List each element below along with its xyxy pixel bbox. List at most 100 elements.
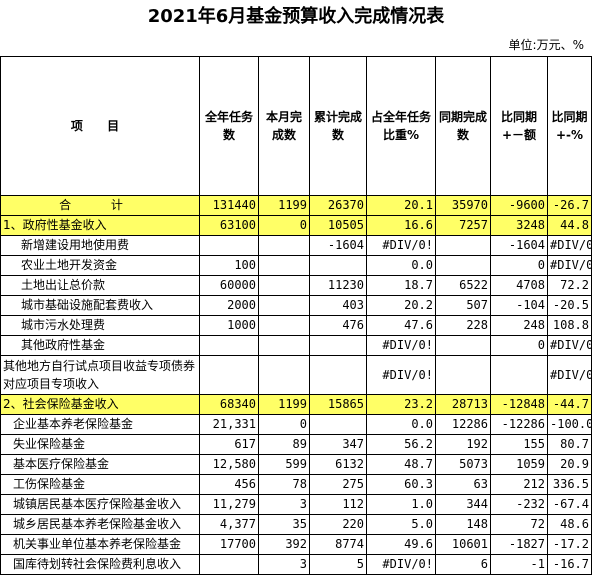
table-body: 合 计 131440 1199 26370 20.1 35970 -9600 -26.7 1、政… (0, 195, 592, 575)
row-name-cell: 城镇居民基本医疗保险基金收入 (0, 494, 200, 515)
cell-cum: 5 (309, 554, 367, 575)
cell-diff: -9600 (490, 195, 548, 216)
cell-pct: 48.7 (366, 454, 436, 475)
cell-pct: 5.0 (366, 514, 436, 535)
cell-prev: 10601 (435, 534, 491, 555)
cell-prev: 7257 (435, 215, 491, 236)
cell-month (258, 295, 310, 316)
table-row: 失业保险基金 617 89 347 56.2 192 155 80.7 (0, 434, 592, 455)
cell-annual: 11,279 (199, 494, 259, 515)
table-row: 其他地方自行试点项目收益专项债券对应项目专项收入 #DIV/0! #DIV/0! (0, 355, 592, 395)
row-name-cell: 其他政府性基金 (0, 335, 200, 356)
cell-prev: 35970 (435, 195, 491, 216)
cell-diff: -12848 (490, 394, 548, 415)
cell-diff: -104 (490, 295, 548, 316)
table-row: 企业基本养老保险基金 21,331 0 0.0 12286 -12286 -100.0 (0, 414, 592, 435)
cell-pct: 1.0 (366, 494, 436, 515)
cell-ratio: #DIV/0! (547, 355, 592, 395)
cell-month (258, 255, 310, 276)
cell-prev (435, 235, 491, 256)
cell-month: 3 (258, 554, 310, 575)
cell-month (258, 355, 310, 395)
table-row: 工伤保险基金 456 78 275 60.3 63 212 336.5 (0, 474, 592, 495)
row-name-cell: 新增建设用地使用费 (0, 235, 200, 256)
cell-prev (435, 255, 491, 276)
cell-prev: 12286 (435, 414, 491, 435)
header-percent: 占全年任务比重% (366, 56, 436, 196)
cell-annual: 60000 (199, 275, 259, 296)
unit-label: 单位:万元、% (508, 38, 584, 52)
cell-month: 3 (258, 494, 310, 515)
cell-prev (435, 355, 491, 395)
cell-prev: 5073 (435, 454, 491, 475)
cell-month (258, 315, 310, 336)
cell-diff: 3248 (490, 215, 548, 236)
header-ratio: 比同期+-% (547, 56, 592, 196)
cell-month: 89 (258, 434, 310, 455)
cell-prev: 228 (435, 315, 491, 336)
cell-pct: 20.2 (366, 295, 436, 316)
table-row: 2、社会保险基金收入 68340 1199 15865 23.2 28713 -12848-… (0, 394, 592, 415)
cell-pct: 60.3 (366, 474, 436, 495)
cell-cum: 275 (309, 474, 367, 495)
cell-ratio: 48.6 (547, 514, 592, 535)
cell-diff: -1 (490, 554, 548, 575)
header-row: 项 目 全年任务数 本月完成数 累计完成数 占全年任务比重% 同期完成数 比同期… (0, 56, 592, 196)
cell-annual (199, 554, 259, 575)
cell-ratio: -100.0 (547, 414, 592, 435)
row-name-cell: 土地出让总价款 (0, 275, 200, 296)
row-name-cell: 失业保险基金 (0, 434, 200, 455)
header-previous: 同期完成数 (435, 56, 491, 196)
table-row: 基本医疗保险基金 12,580 599 6132 48.7 5073 1059 20.9 (0, 454, 592, 475)
cell-month (258, 275, 310, 296)
cell-prev: 192 (435, 434, 491, 455)
cell-annual: 63100 (199, 215, 259, 236)
table-row: 城市基础设施配套费收入 2000 403 20.2 507 -104 -20.5 (0, 295, 592, 316)
cell-prev: 507 (435, 295, 491, 316)
cell-pct: 16.6 (366, 215, 436, 236)
header-annual: 全年任务数 (199, 56, 259, 196)
cell-cum: 8774 (309, 534, 367, 555)
cell-month: 35 (258, 514, 310, 535)
cell-prev (435, 335, 491, 356)
table-row: 其他政府性基金#DIV/0!0#DIV/0! (0, 335, 592, 356)
cell-prev: 6522 (435, 275, 491, 296)
cell-diff: 72 (490, 514, 548, 535)
row-name-cell: 农业土地开发资金 (0, 255, 200, 276)
header-diff: 比同期+－额 (490, 56, 548, 196)
table-row: 土地出让总价款 60000 11230 18.7 6522 4708 72.2 (0, 275, 592, 296)
cell-diff: -1604 (490, 235, 548, 256)
header-item: 项 目 (0, 56, 200, 196)
cell-diff: 248 (490, 315, 548, 336)
cell-annual: 100 (199, 255, 259, 276)
cell-cum (309, 335, 367, 356)
cell-pct: #DIV/0! (366, 554, 436, 575)
row-name-cell: 企业基本养老保险基金 (0, 414, 200, 435)
report-title: 2021年6月基金预算收入完成情况表 (147, 6, 445, 27)
cell-month: 78 (258, 474, 310, 495)
cell-cum: 15865 (309, 394, 367, 415)
row-name-cell: 城市污水处理费 (0, 315, 200, 336)
cell-pct: #DIV/0! (366, 235, 436, 256)
cell-pct: #DIV/0! (366, 355, 436, 395)
cell-cum: 476 (309, 315, 367, 336)
cell-prev: 148 (435, 514, 491, 535)
table-row: 机关事业单位基本养老保险基金 17700 392 8774 49.6 10601 -1827… (0, 534, 592, 555)
cell-ratio: #DIV/0! (547, 335, 592, 356)
cell-month: 392 (258, 534, 310, 555)
table-row: 新增建设用地使用费-1604#DIV/0!-1604#DIV/0! (0, 235, 592, 256)
cell-cum: -1604 (309, 235, 367, 256)
cell-diff: 0 (490, 335, 548, 356)
cell-annual: 68340 (199, 394, 259, 415)
cell-annual (199, 355, 259, 395)
cell-month: 0 (258, 414, 310, 435)
table-row: 城乡居民基本养老保险基金收入 4,377 35 220 5.0 148 72 48.6 (0, 514, 592, 535)
cell-month (258, 235, 310, 256)
row-name-cell: 工伤保险基金 (0, 474, 200, 495)
cell-month (258, 335, 310, 356)
row-name-cell: 其他地方自行试点项目收益专项债券对应项目专项收入 (0, 355, 200, 395)
table-row: 合 计 131440 1199 26370 20.1 35970 -9600 -26.7 (0, 195, 592, 216)
cell-diff: -1827 (490, 534, 548, 555)
cell-cum: 220 (309, 514, 367, 535)
cell-ratio: -20.5 (547, 295, 592, 316)
